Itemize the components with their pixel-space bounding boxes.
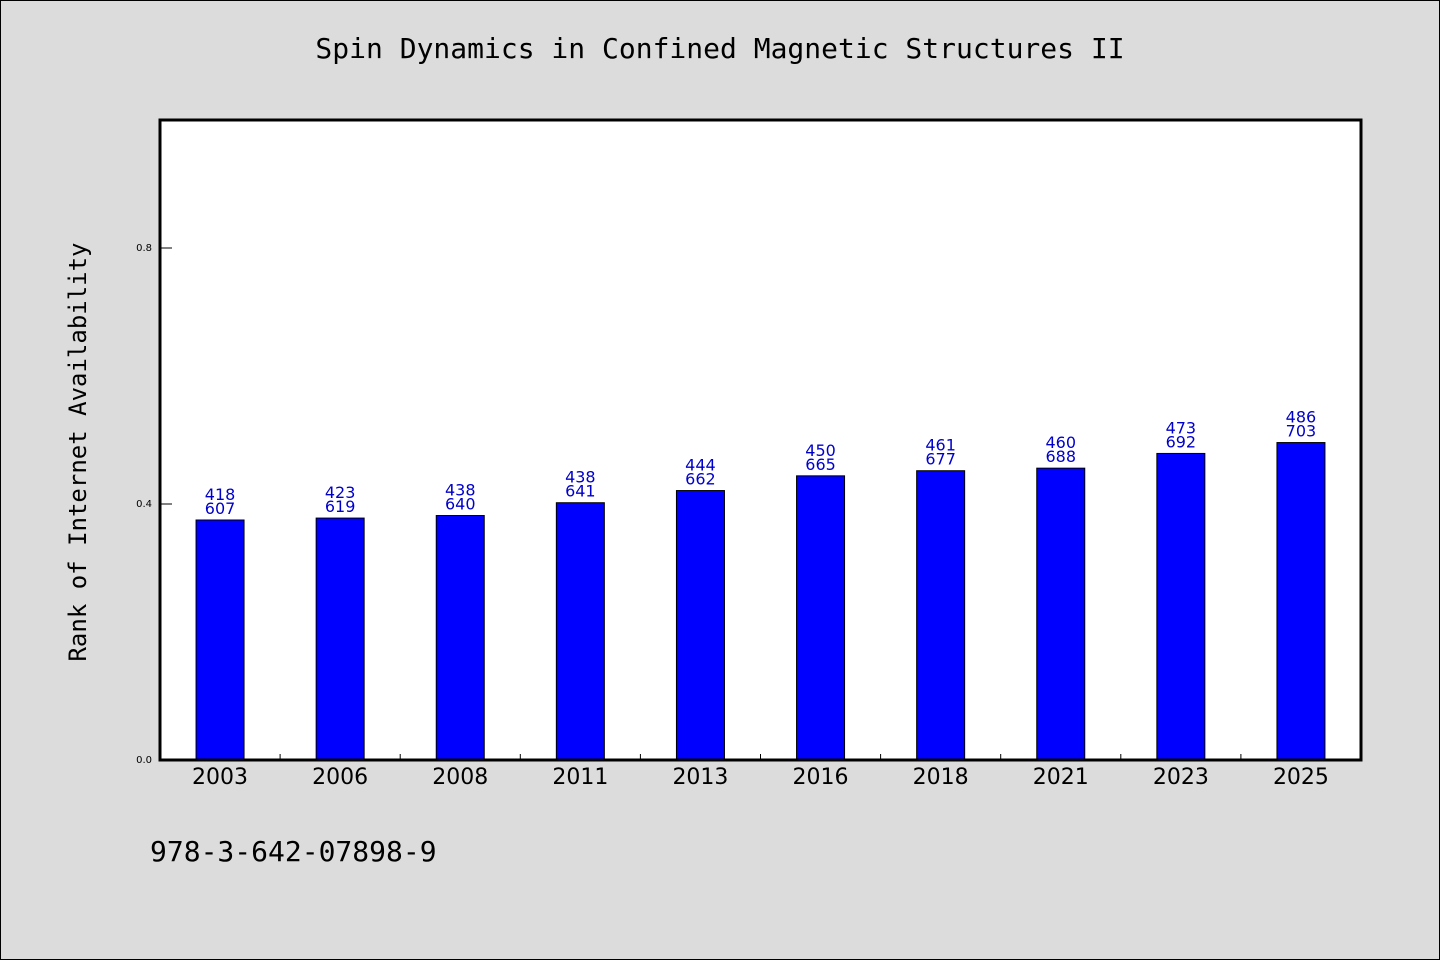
bar [1276, 442, 1326, 761]
bar-value-label-bottom: 662 [685, 470, 716, 489]
x-tick-label: 2018 [913, 765, 969, 790]
bar-value-label-top: 486 [1286, 408, 1317, 427]
x-tick-label: 2008 [432, 765, 488, 790]
y-tick-label: 0.4 [136, 499, 152, 510]
bar [1156, 452, 1206, 761]
y-tick-label: 0.0 [136, 755, 152, 766]
x-tick-label: 2011 [552, 765, 608, 790]
bar [796, 475, 846, 761]
bar [1036, 467, 1086, 761]
chart-title: Spin Dynamics in Confined Magnetic Struc… [315, 32, 1125, 65]
bar-value-label-bottom: 703 [1286, 422, 1317, 441]
bar [195, 519, 245, 761]
x-tick-label: 2003 [192, 765, 248, 790]
bar-value-label-bottom: 641 [565, 482, 596, 501]
bar [315, 517, 365, 761]
x-tick-label: 2006 [312, 765, 368, 790]
bar [916, 470, 966, 761]
y-tick-label: 0.8 [136, 243, 152, 254]
bar-value-label-top: 418 [205, 485, 236, 504]
footer-isbn: 978-3-642-07898-9 [150, 835, 437, 868]
x-tick-label: 2013 [672, 765, 728, 790]
bar-value-label-bottom: 665 [805, 455, 836, 474]
bar-value-label-bottom: 640 [445, 495, 476, 514]
bar-value-label-top: 438 [565, 468, 596, 487]
plot-border [158, 118, 1363, 762]
bar-value-label-top: 438 [445, 481, 476, 500]
bar [435, 515, 485, 761]
x-tick-label: 2025 [1273, 765, 1329, 790]
x-tick-label: 2023 [1153, 765, 1209, 790]
bar [555, 502, 605, 761]
bar [675, 490, 725, 761]
bar-value-label-bottom: 692 [1166, 432, 1197, 451]
bar-value-label-bottom: 688 [1045, 447, 1076, 466]
bar-value-label-top: 423 [325, 483, 356, 502]
bar-value-label-bottom: 607 [205, 499, 236, 518]
x-tick-label: 2016 [793, 765, 849, 790]
bar-value-label-top: 473 [1166, 418, 1197, 437]
bar-value-label-top: 450 [805, 441, 836, 460]
bar-value-label-top: 444 [685, 456, 716, 475]
x-tick-label: 2021 [1033, 765, 1089, 790]
bar-value-label-top: 461 [925, 436, 956, 455]
bar-value-label-bottom: 677 [925, 450, 956, 469]
bar-value-label-top: 460 [1045, 433, 1076, 452]
bar-value-label-bottom: 619 [325, 497, 356, 516]
